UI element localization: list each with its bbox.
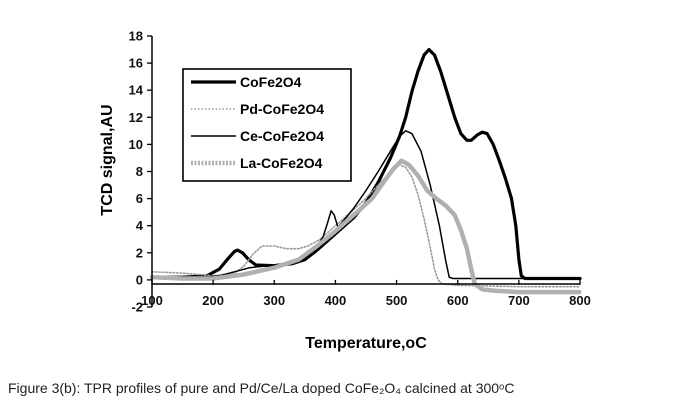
y-tick-label: 0 [136, 272, 143, 287]
y-tick-label: 16 [129, 56, 143, 71]
y-tick-label: 4 [136, 218, 144, 233]
y-tick-label: 10 [129, 137, 143, 152]
x-ticks: 100 200 300 400 500 600 700 800 [141, 279, 591, 308]
x-tick-label: 500 [386, 293, 408, 308]
series-line-pd-cofe2o4 [151, 163, 581, 288]
y-ticks: -2 0 2 4 6 8 10 12 14 16 18 [129, 29, 152, 315]
y-tick-label: 12 [129, 110, 143, 125]
x-axis-title: Temperature,oC [305, 335, 427, 352]
legend-label: Ce-CoFe2O4 [240, 128, 324, 144]
legend-box [182, 68, 352, 182]
series-line-cofe2o4 [150, 48, 582, 281]
x-tick-label: 800 [569, 293, 591, 308]
x-tick-label: 200 [202, 293, 224, 308]
y-tick-label: 8 [136, 164, 143, 179]
x-tick-label: 400 [325, 293, 347, 308]
series-line-la-cofe2o4 [149, 158, 583, 295]
x-tick-label: 700 [508, 293, 530, 308]
y-tick-label: 6 [136, 191, 143, 206]
y-tick-label: 2 [136, 245, 143, 260]
figure-caption: Figure 3(b): TPR profiles of pure and Pd… [8, 380, 514, 396]
y-tick-label: 14 [129, 83, 144, 98]
legend-label: CoFe2O4 [240, 74, 302, 90]
x-tick-label: 300 [263, 293, 285, 308]
y-axis-title: TCD signal,AU [99, 104, 116, 215]
legend: CoFe2O4 Pd-CoFe2O4 Ce-CoFe2O4 La-CoFe2O4 [182, 68, 352, 182]
legend-label: Pd-CoFe2O4 [240, 101, 324, 117]
series-layer [149, 48, 583, 295]
plot-area: -2 0 2 4 6 8 10 12 14 16 18 100 200 300 400 500 600 700 8… [129, 29, 591, 315]
y-tick-label: -2 [131, 300, 143, 315]
y-tick-label: 18 [129, 29, 143, 44]
x-tick-label: 100 [141, 293, 163, 308]
legend-items: CoFe2O4 Pd-CoFe2O4 Ce-CoFe2O4 La-CoFe2O4 [191, 74, 324, 171]
legend-label: La-CoFe2O4 [240, 155, 323, 171]
x-tick-label: 600 [447, 293, 469, 308]
